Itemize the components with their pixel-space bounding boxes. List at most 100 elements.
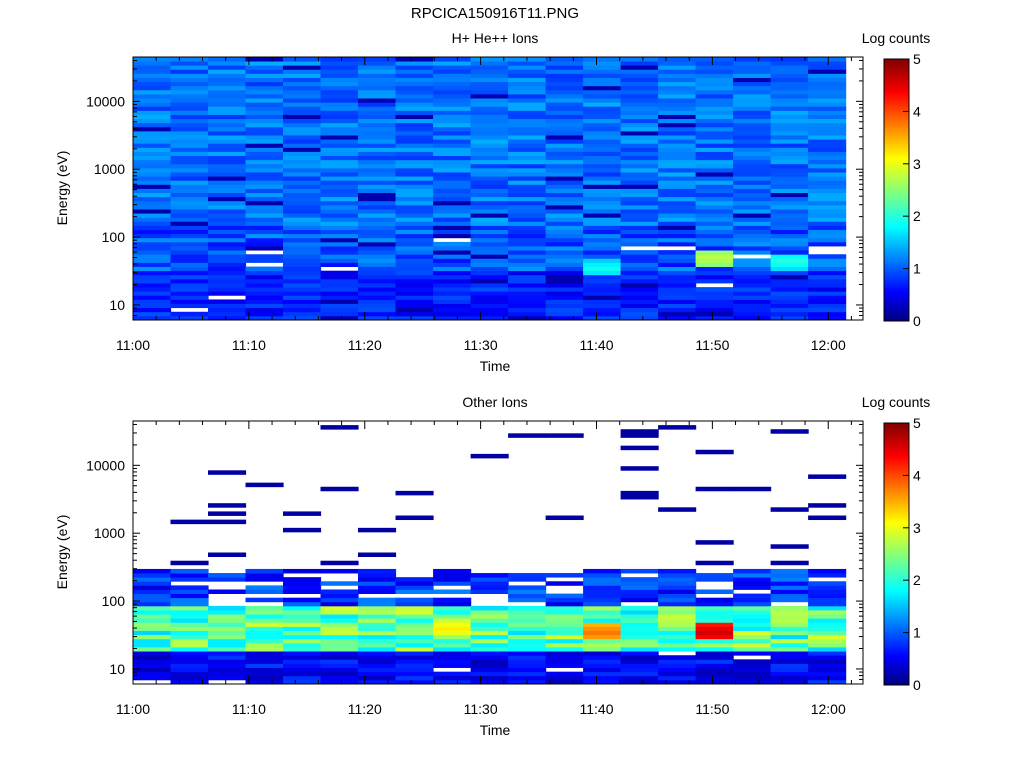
heatmap-cell <box>695 77 734 83</box>
heatmap-cell <box>170 258 209 263</box>
heatmap-cell <box>245 143 284 148</box>
heatmap-cell <box>658 507 697 512</box>
heatmap-cell <box>545 626 584 631</box>
heatmap-cell <box>245 229 284 235</box>
heatmap-cell <box>770 544 809 549</box>
heatmap-cell <box>620 163 659 169</box>
heatmap-cell <box>283 172 322 177</box>
heatmap-cell <box>395 73 434 78</box>
heatmap-cell <box>620 180 659 185</box>
heatmap-cell <box>395 283 434 288</box>
heatmap-cell <box>358 605 397 611</box>
heatmap-cell <box>133 241 172 247</box>
heatmap-cell <box>808 196 847 202</box>
heatmap-cell <box>695 122 734 128</box>
heatmap-cell <box>733 69 772 74</box>
heatmap-cell <box>283 85 322 91</box>
heatmap-cell <box>658 638 697 644</box>
heatmap-cell <box>433 589 472 594</box>
heatmap-cell <box>620 147 659 152</box>
heatmap-cell <box>733 486 772 492</box>
heatmap-cell <box>658 659 697 664</box>
heatmap-cell <box>733 577 772 582</box>
heatmap-cell <box>695 69 734 74</box>
heatmap-cell <box>283 667 322 673</box>
heatmap-cell <box>208 262 247 267</box>
heatmap-cell <box>508 151 547 157</box>
heatmap-cell <box>170 655 209 660</box>
heatmap-cell <box>545 204 584 210</box>
heatmap-cell <box>283 98 322 103</box>
heatmap-cell <box>245 482 284 488</box>
heatmap-cell <box>395 98 434 103</box>
heatmap-cell <box>808 151 847 157</box>
heatmap-cell <box>658 589 697 594</box>
heatmap-cell <box>320 151 359 157</box>
heatmap-cell <box>695 180 734 185</box>
heatmap-cell <box>620 213 659 218</box>
heatmap-cell <box>733 651 772 656</box>
heatmap-cell <box>808 102 847 107</box>
heatmap-cell <box>620 77 659 83</box>
heatmap-cell <box>770 180 809 185</box>
heatmap-cell <box>508 65 547 70</box>
y-tick-label: 1000 <box>94 525 125 541</box>
heatmap-cell <box>395 61 434 66</box>
heatmap-cell <box>245 287 284 292</box>
heatmap-cell <box>283 225 322 230</box>
heatmap-cell <box>808 568 847 574</box>
heatmap-cell <box>470 241 509 247</box>
heatmap-cell <box>470 295 509 300</box>
heatmap-cell <box>770 581 809 586</box>
heatmap-cell <box>433 135 472 140</box>
heatmap-cell <box>208 634 247 640</box>
heatmap-cell <box>733 634 772 640</box>
heatmap-cell <box>395 274 434 280</box>
heatmap-cell <box>733 303 772 309</box>
heatmap-cell <box>770 221 809 226</box>
heatmap-cell <box>583 270 622 276</box>
heatmap-cell <box>433 196 472 202</box>
heatmap-cell <box>170 73 209 78</box>
heatmap-cell <box>358 225 397 230</box>
heatmap-cell <box>395 237 434 243</box>
heatmap-cell <box>283 176 322 181</box>
heatmap-cell <box>770 597 809 603</box>
heatmap-cell <box>620 291 659 296</box>
heatmap-cell <box>583 77 622 83</box>
heatmap-cell <box>583 307 622 313</box>
heatmap-cell <box>508 638 547 644</box>
heatmap-cell <box>695 61 734 66</box>
heatmap-cell <box>358 315 397 321</box>
heatmap-cell <box>245 130 284 136</box>
heatmap-cell <box>508 299 547 304</box>
heatmap-cell <box>770 659 809 664</box>
heatmap-cell <box>470 655 509 660</box>
heatmap-cell <box>583 303 622 309</box>
heatmap-cell <box>283 626 322 631</box>
heatmap-cell <box>545 163 584 169</box>
heatmap-cell <box>433 139 472 144</box>
heatmap-cell <box>470 102 509 107</box>
heatmap-cell <box>545 270 584 276</box>
heatmap-cell <box>170 61 209 66</box>
heatmap-cell <box>433 573 472 578</box>
heatmap-cell <box>583 278 622 284</box>
heatmap-cell <box>208 217 247 222</box>
heatmap-cell <box>583 581 622 586</box>
heatmap-cell <box>658 106 697 111</box>
heatmap-cell <box>170 57 209 62</box>
heatmap-cell <box>283 638 322 644</box>
heatmap-cell <box>170 589 209 594</box>
heatmap-cell <box>583 143 622 148</box>
heatmap-cell <box>808 291 847 296</box>
heatmap-cell <box>770 122 809 128</box>
heatmap-cell <box>695 110 734 115</box>
heatmap-cell <box>508 89 547 95</box>
heatmap-cell <box>770 274 809 280</box>
heatmap-cell <box>320 295 359 300</box>
heatmap-cell <box>508 614 547 619</box>
heatmap-cell <box>433 213 472 218</box>
heatmap-cell <box>208 626 247 631</box>
heatmap-cell <box>320 114 359 120</box>
